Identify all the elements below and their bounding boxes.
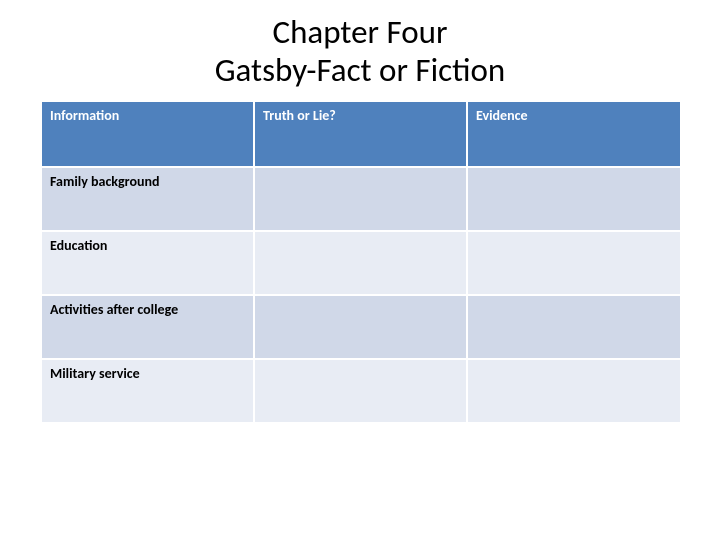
table-body: Family background Education Activities a…: [41, 167, 681, 423]
row-label: Family background: [41, 167, 254, 231]
fact-fiction-table: Information Truth or Lie? Evidence Famil…: [40, 100, 682, 424]
row-label: Activities after college: [41, 295, 254, 359]
table-row: Military service: [41, 359, 681, 423]
cell-truth-or-lie: [254, 231, 467, 295]
cell-evidence: [467, 167, 681, 231]
title-line-1: Chapter Four: [0, 14, 720, 52]
table-row: Family background: [41, 167, 681, 231]
title-block: Chapter Four Gatsby-Fact or Fiction: [0, 0, 720, 100]
row-label: Education: [41, 231, 254, 295]
header-evidence: Evidence: [467, 101, 681, 167]
title-line-2: Gatsby-Fact or Fiction: [0, 52, 720, 90]
table-row: Activities after college: [41, 295, 681, 359]
cell-truth-or-lie: [254, 295, 467, 359]
cell-evidence: [467, 231, 681, 295]
cell-evidence: [467, 295, 681, 359]
table-header-row: Information Truth or Lie? Evidence: [41, 101, 681, 167]
table-row: Education: [41, 231, 681, 295]
cell-truth-or-lie: [254, 167, 467, 231]
row-label: Military service: [41, 359, 254, 423]
header-truth-or-lie: Truth or Lie?: [254, 101, 467, 167]
cell-evidence: [467, 359, 681, 423]
header-information: Information: [41, 101, 254, 167]
slide: Chapter Four Gatsby-Fact or Fiction Info…: [0, 0, 720, 540]
cell-truth-or-lie: [254, 359, 467, 423]
